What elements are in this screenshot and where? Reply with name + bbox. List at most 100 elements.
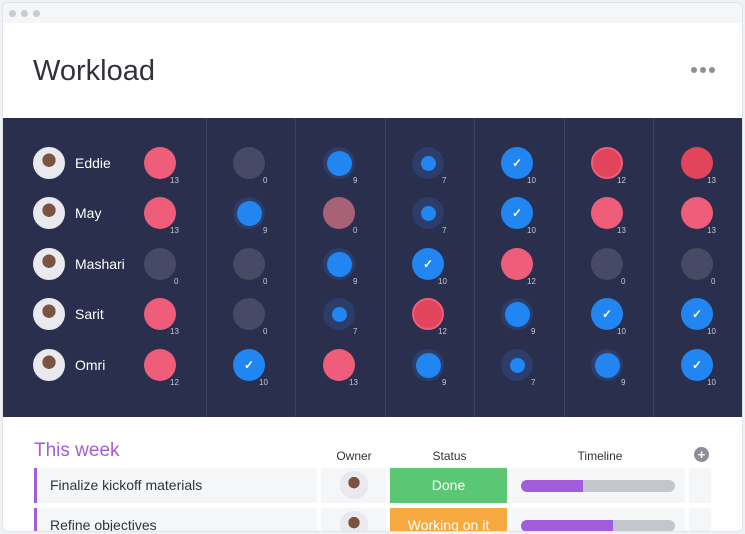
workload-circle: [591, 248, 623, 280]
workload-cell[interactable]: 13: [144, 197, 179, 235]
task-count: 0: [353, 226, 358, 235]
workload-cell[interactable]: ✓ 10: [501, 147, 536, 185]
workload-cell[interactable]: 12: [144, 349, 179, 387]
workload-cell[interactable]: 12: [501, 248, 536, 286]
person-name: Sarit: [75, 306, 104, 322]
workload-cell[interactable]: 9: [591, 349, 625, 387]
maximize-dot[interactable]: [33, 10, 40, 17]
workload-cell[interactable]: 9: [412, 349, 446, 387]
workload-circle: [323, 248, 355, 280]
workload-cell[interactable]: 0: [144, 248, 178, 286]
capacity-fill: [331, 306, 347, 322]
column-divider: [564, 118, 565, 417]
capacity-fill: [420, 155, 436, 171]
workload-cell[interactable]: ✓ 10: [501, 197, 536, 235]
task-count: 0: [711, 277, 716, 286]
person-mashari[interactable]: Mashari: [33, 248, 125, 280]
workload-cell[interactable]: 13: [144, 147, 179, 185]
task-count: 0: [621, 277, 626, 286]
workload-circle: [323, 197, 355, 229]
add-column-icon[interactable]: +: [694, 447, 709, 462]
avatar: [33, 248, 65, 280]
person-may[interactable]: May: [33, 197, 101, 229]
task-count: 13: [170, 327, 179, 336]
workload-circle: ✓: [681, 349, 713, 381]
workload-cell[interactable]: 7: [412, 147, 446, 185]
more-options-icon[interactable]: [691, 67, 715, 73]
workload-cell[interactable]: 13: [681, 147, 716, 185]
workload-panel: Eddie 13 0 9 7 ✓ 10 12 13 May 13 9 0 7 ✓ 10 13 13 Mashari 0…: [3, 118, 742, 417]
task-count: 9: [263, 226, 268, 235]
workload-circle: ✓: [501, 197, 533, 229]
workload-cell[interactable]: 0: [591, 248, 625, 286]
task-count: 10: [707, 378, 716, 387]
task-count: 0: [263, 176, 268, 185]
timeline-header: Timeline: [577, 449, 623, 463]
workload-circle: [144, 298, 176, 330]
timeline-bar: [521, 480, 675, 492]
person-name: Omri: [75, 357, 106, 373]
workload-cell[interactable]: 9: [233, 197, 267, 235]
task-count: 13: [617, 226, 626, 235]
minimize-dot[interactable]: [21, 10, 28, 17]
workload-circle: [233, 147, 265, 179]
avatar: [33, 197, 65, 229]
workload-cell[interactable]: 12: [412, 298, 447, 336]
workload-cell[interactable]: 7: [412, 197, 446, 235]
person-sarit[interactable]: Sarit: [33, 298, 104, 330]
task-count: 9: [353, 176, 358, 185]
task-count: 10: [617, 327, 626, 336]
task-name[interactable]: Refine objectives: [34, 508, 317, 531]
workload-cell[interactable]: 13: [681, 197, 716, 235]
workload-cell[interactable]: 7: [501, 349, 535, 387]
column-divider: [206, 118, 207, 417]
timeline-cell[interactable]: [511, 468, 685, 503]
capacity-fill: [326, 150, 352, 176]
check-icon: ✓: [511, 206, 523, 220]
table-row[interactable]: Finalize kickoff materials Done: [34, 468, 714, 503]
workload-cell[interactable]: 12: [591, 147, 626, 185]
owner-cell[interactable]: [321, 508, 386, 531]
task-count: 12: [617, 176, 626, 185]
workload-circle: [233, 248, 265, 280]
task-count: 13: [349, 378, 358, 387]
close-dot[interactable]: [9, 10, 16, 17]
workload-cell[interactable]: 13: [144, 298, 179, 336]
person-eddie[interactable]: Eddie: [33, 147, 111, 179]
workload-cell[interactable]: 0: [233, 298, 267, 336]
person-omri[interactable]: Omri: [33, 349, 105, 381]
column-divider: [385, 118, 386, 417]
check-icon: ✓: [511, 156, 523, 170]
workload-cell[interactable]: ✓ 10: [681, 349, 716, 387]
workload-cell[interactable]: 9: [323, 248, 357, 286]
workload-cell[interactable]: 13: [591, 197, 626, 235]
workload-cell[interactable]: ✓ 10: [233, 349, 268, 387]
workload-cell[interactable]: 0: [323, 197, 357, 235]
workload-cell[interactable]: 0: [233, 248, 267, 286]
task-count: 10: [438, 277, 447, 286]
person-name: Mashari: [75, 256, 125, 272]
workload-cell[interactable]: 0: [681, 248, 715, 286]
workload-cell[interactable]: ✓ 10: [412, 248, 447, 286]
workload-cell[interactable]: 9: [323, 147, 357, 185]
timeline-bar: [521, 520, 675, 531]
task-count: 10: [707, 327, 716, 336]
owner-cell[interactable]: [321, 468, 386, 503]
workload-cell[interactable]: ✓ 10: [591, 298, 626, 336]
task-count: 10: [527, 176, 536, 185]
timeline-cell[interactable]: [511, 508, 685, 531]
check-icon: ✓: [601, 307, 613, 321]
workload-cell[interactable]: ✓ 10: [681, 298, 716, 336]
task-count: 9: [442, 378, 447, 387]
status-cell[interactable]: Done: [390, 468, 507, 503]
workload-cell[interactable]: 0: [233, 147, 267, 185]
status-cell[interactable]: Working on it: [390, 508, 507, 531]
workload-cell[interactable]: 7: [323, 298, 357, 336]
table-row[interactable]: Refine objectives Working on it: [34, 508, 714, 531]
page-title: Workload: [33, 55, 155, 87]
workload-cell[interactable]: 9: [501, 298, 535, 336]
workload-cell[interactable]: 13: [323, 349, 358, 387]
task-count: 0: [263, 327, 268, 336]
task-name[interactable]: Finalize kickoff materials: [34, 468, 317, 503]
group-title[interactable]: This week: [34, 440, 120, 461]
